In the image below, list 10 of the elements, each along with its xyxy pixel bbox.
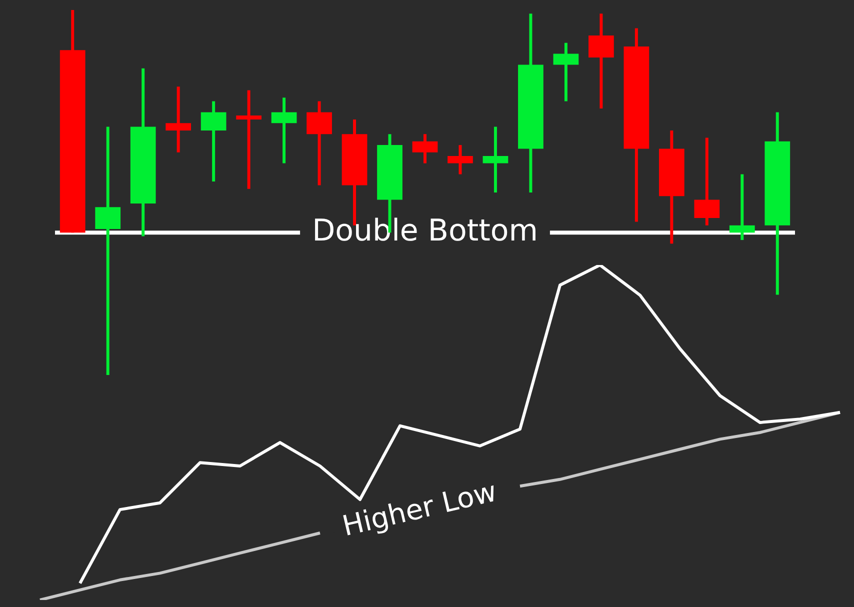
candlestick: [729, 174, 755, 240]
annotation: Higher Low: [339, 474, 500, 543]
ref-line-label: Double Bottom: [312, 213, 538, 248]
candlestick: [553, 42, 579, 102]
candlestick: [448, 145, 473, 174]
candlestick: [236, 90, 262, 189]
candlestick: [271, 98, 297, 164]
candlestick: [95, 126, 121, 375]
candlestick: [166, 86, 192, 152]
candlestick: [482, 126, 508, 192]
